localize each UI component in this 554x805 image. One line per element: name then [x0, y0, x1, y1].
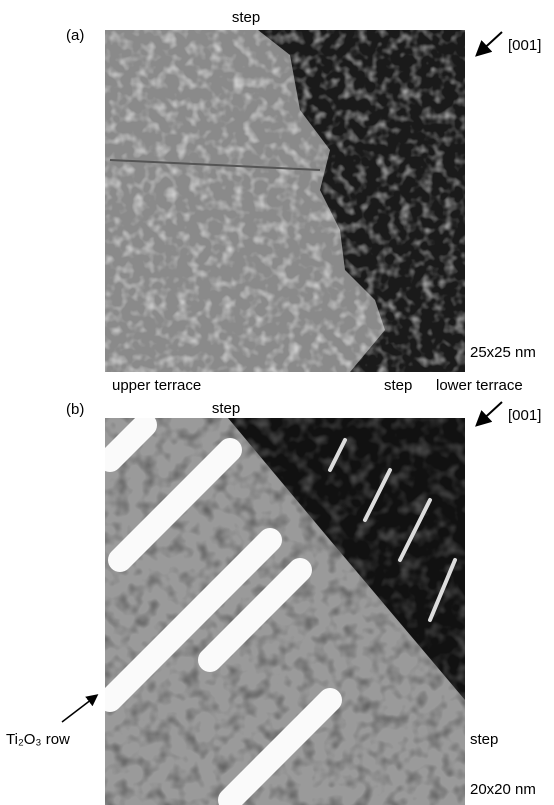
step-label: step: [212, 400, 240, 417]
stm-image-a: [105, 30, 465, 372]
direction-label: [001]: [508, 37, 541, 54]
direction-arrow: [478, 402, 502, 424]
panel-label: (a): [66, 27, 84, 44]
row-arrow: [62, 696, 96, 722]
row-label: Ti₂O₃ row: [6, 731, 70, 748]
scale-label: 20x20 nm: [470, 781, 536, 798]
step-label: step: [384, 377, 412, 394]
stm-image-b: [105, 418, 465, 805]
scale-label: 25x25 nm: [470, 344, 536, 361]
panel-label: (b): [66, 401, 84, 418]
direction-label: [001]: [508, 407, 541, 424]
terrace-label: lower terrace: [436, 377, 523, 394]
direction-arrow: [478, 32, 502, 54]
step-label: step: [470, 731, 498, 748]
figure: (a) step [001] 25x25 nm upper terrace st…: [0, 0, 554, 805]
step-label: step: [232, 9, 260, 26]
terrace-label: upper terrace: [112, 377, 201, 394]
